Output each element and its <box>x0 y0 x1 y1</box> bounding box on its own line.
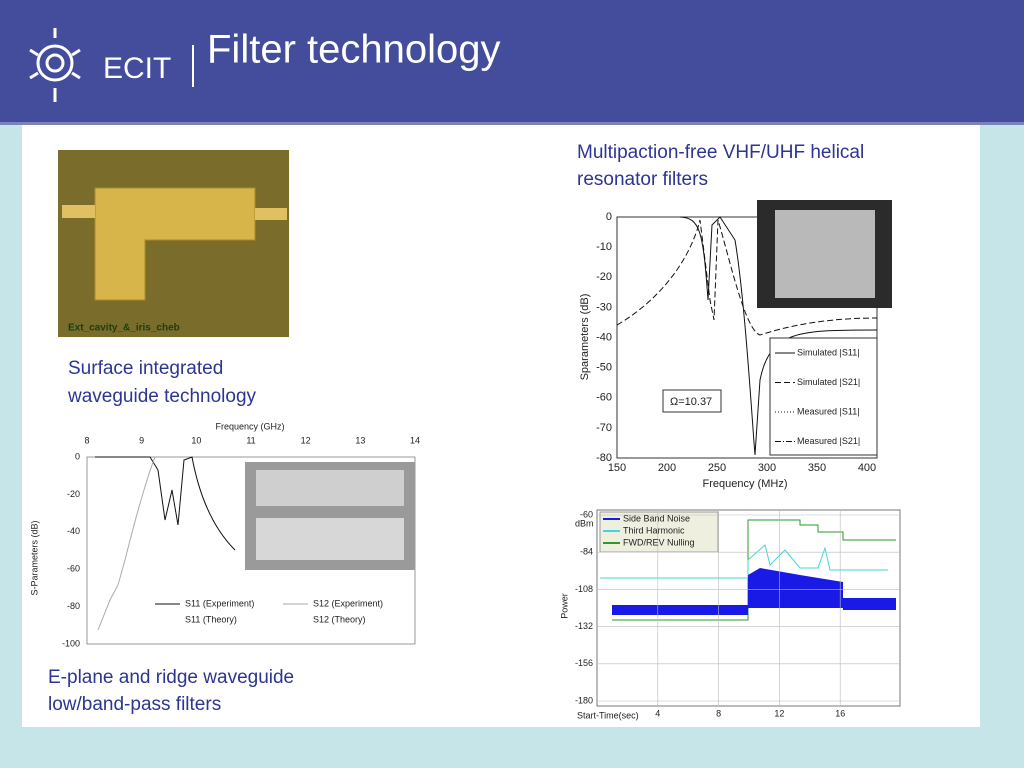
y-tick-label: -10 <box>596 241 612 253</box>
caption: Surface integrated <box>68 358 223 379</box>
y-tick-label: -50 <box>596 362 612 374</box>
y-tick-label: -60 <box>67 564 80 574</box>
y-axis-label: Sparameters (dB) <box>579 294 591 381</box>
caption: Multipaction-free VHF/UHF helical <box>577 142 864 163</box>
waveguide-part <box>256 470 404 506</box>
y-tick-label: -70 <box>596 422 612 434</box>
x-tick-label: 14 <box>410 435 420 445</box>
x-axis-label: Start-Time(sec) <box>577 710 639 720</box>
x-tick-label: 12 <box>774 708 784 718</box>
logo-divider <box>192 45 194 87</box>
logo-icon <box>29 28 81 102</box>
y-axis-label: Power <box>559 593 569 619</box>
caption: waveguide technology <box>67 386 257 407</box>
y-tick-label: -20 <box>67 489 80 499</box>
legend-label: Simulated |S21| <box>797 377 860 387</box>
slide-title: Filter technology <box>207 28 500 72</box>
x-tick-label: 8 <box>84 435 89 445</box>
legend-label: S11 (Experiment) <box>185 598 254 608</box>
legend-label: S12 (Experiment) <box>313 598 383 608</box>
x-tick-label: 8 <box>716 708 721 718</box>
x-tick-label: 300 <box>758 462 776 474</box>
caption: low/band-pass filters <box>48 694 221 715</box>
header-rule <box>0 122 1024 125</box>
annotation-box <box>662 389 722 413</box>
x-tick-label: 9 <box>139 435 144 445</box>
y-tick-label: 0 <box>606 211 612 223</box>
y-tick-label: -156 <box>575 658 593 668</box>
x-tick-label: 10 <box>191 435 201 445</box>
y-tick-label: 0 <box>75 451 80 461</box>
unit: dBm <box>575 518 594 528</box>
siw-board <box>94 187 256 301</box>
curve <box>616 219 878 336</box>
legend-label: Third Harmonic <box>623 525 685 535</box>
y-tick-label: -60 <box>580 509 593 519</box>
legend-label: Measured |S21| <box>797 436 860 446</box>
x-tick-label: 150 <box>608 462 626 474</box>
x-tick-label: 200 <box>658 462 676 474</box>
legend-label: FWD/REV Nulling <box>623 537 695 547</box>
x-tick-label: 250 <box>708 462 726 474</box>
logo-text: ECIT <box>103 52 171 85</box>
y-tick-label: -30 <box>596 301 612 313</box>
y-tick-label: -20 <box>596 271 612 283</box>
legend-label: S12 (Theory) <box>313 614 366 624</box>
curve <box>612 568 896 615</box>
legend-label: Simulated |S11| <box>797 347 860 357</box>
y-tick-label: -80 <box>67 601 80 611</box>
legend-label: Side Band Noise <box>623 513 690 523</box>
y-tick-label: -40 <box>596 331 612 343</box>
y-tick-label: -40 <box>67 526 80 536</box>
y-tick-label: -108 <box>575 584 593 594</box>
x-tick-label: 11 <box>246 435 255 445</box>
y-axis-label: S-Parameters (dB) <box>29 520 39 595</box>
waveguide-part <box>256 518 404 560</box>
annotation: Ω=10.37 <box>670 396 712 408</box>
y-tick-label: -80 <box>596 452 612 464</box>
x-axis-label: Frequency (GHz) <box>215 421 284 431</box>
caption: E-plane and ridge waveguide <box>48 667 294 688</box>
x-tick-label: 400 <box>858 462 876 474</box>
x-tick-label: 350 <box>808 462 826 474</box>
curve <box>95 456 236 551</box>
header-bar <box>0 0 1024 122</box>
x-tick-label: 12 <box>301 435 311 445</box>
y-tick-label: -132 <box>575 621 593 631</box>
legend-label: Measured |S11| <box>797 406 860 416</box>
caption: resonator filters <box>577 169 708 190</box>
siw-photo <box>58 150 289 337</box>
resonator-body <box>775 210 875 298</box>
y-tick-label: -180 <box>575 695 593 705</box>
curve <box>97 456 156 631</box>
curve <box>600 544 888 579</box>
x-tick-label: 13 <box>355 435 365 445</box>
y-tick-label: -100 <box>62 638 80 648</box>
legend-box <box>769 337 878 456</box>
legend-label: S11 (Theory) <box>185 614 237 624</box>
siw-ports <box>62 205 287 220</box>
photo-label: Ext_cavity_&_iris_cheb <box>68 323 180 334</box>
x-tick-label: 4 <box>655 708 660 718</box>
x-axis-label: Frequency (MHz) <box>703 478 788 490</box>
y-tick-label: -84 <box>580 547 593 557</box>
y-tick-label: -60 <box>596 392 612 404</box>
x-tick-label: 16 <box>835 708 845 718</box>
